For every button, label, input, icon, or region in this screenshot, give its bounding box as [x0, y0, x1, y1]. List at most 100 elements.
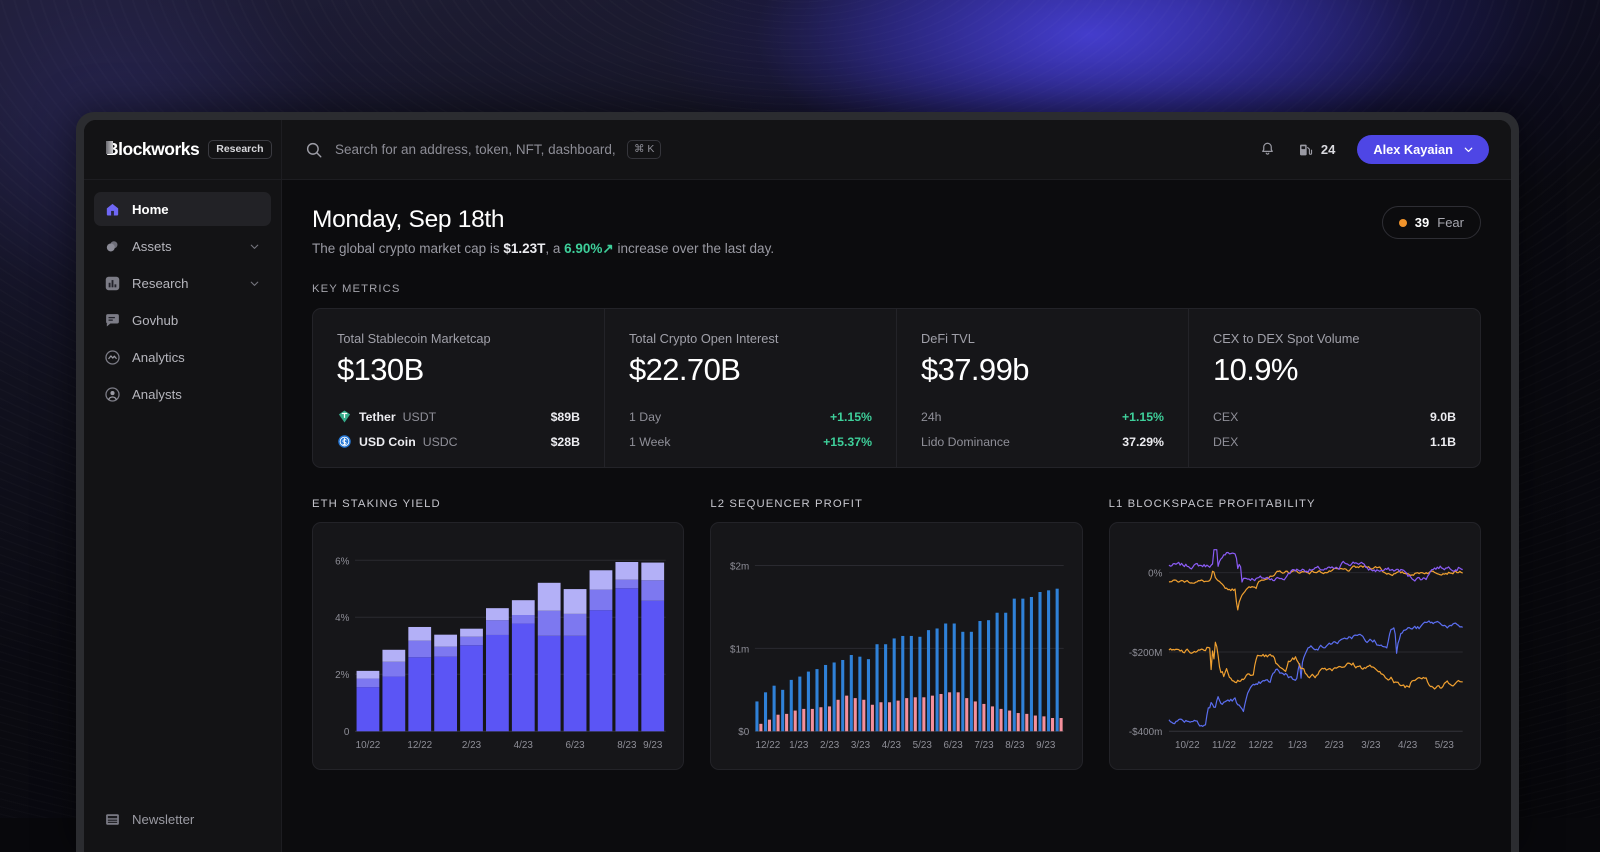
sidebar-item-analytics[interactable]: Analytics — [94, 340, 271, 374]
metric-row-value: 9.0B — [1430, 410, 1456, 424]
app-window: Blockworks Research ⌘ K 24 — [84, 120, 1511, 852]
svg-text:0%: 0% — [1148, 568, 1162, 579]
metric-row-value: $28B — [551, 435, 580, 449]
svg-text:10/22: 10/22 — [1175, 740, 1200, 751]
page-subtitle: The global crypto market cap is $1.23T, … — [312, 241, 774, 257]
sidebar-item-newsletter[interactable]: Newsletter — [94, 802, 271, 836]
svg-text:6/23: 6/23 — [944, 740, 964, 751]
chart-block-l1-blockspace-profitability: L1 BLOCKSPACE PROFITABILITY 0%-$200M-$40… — [1109, 498, 1481, 770]
metric-row-value: +15.37% — [823, 435, 872, 449]
coins-icon — [104, 238, 121, 255]
svg-text:4/23: 4/23 — [1398, 740, 1418, 751]
svg-text:-$400m: -$400m — [1129, 727, 1162, 738]
bell-icon[interactable] — [1259, 141, 1276, 158]
svg-text:$0: $0 — [739, 727, 750, 738]
page-header-text: Monday, Sep 18th The global crypto marke… — [312, 206, 774, 257]
metric-total-crypto-open-interest: Total Crypto Open Interest $22.70B 1 Day… — [605, 309, 897, 467]
svg-text:$1m: $1m — [730, 644, 749, 655]
svg-text:4/23: 4/23 — [514, 740, 534, 751]
metric-row: USD Coin USDC $28B — [337, 429, 580, 454]
bar-chart-icon — [104, 275, 121, 292]
svg-text:2%: 2% — [335, 670, 349, 681]
svg-text:5/23: 5/23 — [1434, 740, 1454, 751]
coin-ticker: USDC — [423, 435, 458, 449]
fear-index-label: Fear — [1437, 215, 1464, 230]
sidebar-footer-label: Newsletter — [132, 812, 194, 827]
sidebar-item-research[interactable]: Research — [94, 266, 271, 300]
svg-text:2/23: 2/23 — [820, 740, 840, 751]
metric-row: CEX 9.0B — [1213, 404, 1456, 429]
search-zone[interactable]: ⌘ K — [282, 120, 1259, 179]
sidebar-item-govhub[interactable]: Govhub — [94, 303, 271, 337]
sidebar-item-home[interactable]: Home — [94, 192, 271, 226]
search-shortcut-hint: ⌘ K — [627, 140, 661, 159]
search-input[interactable] — [335, 142, 615, 157]
user-menu-button[interactable]: Alex Kayaian — [1357, 135, 1489, 164]
blockworks-logo[interactable]: Blockworks — [106, 139, 199, 160]
coin-name: USD Coin — [359, 435, 416, 449]
svg-text:12/22: 12/22 — [756, 740, 781, 751]
metric-row-label: 1 Day — [629, 410, 661, 424]
brand-zone[interactable]: Blockworks Research — [84, 120, 282, 179]
svg-text:0: 0 — [344, 727, 350, 738]
metric-rows: 1 Day +1.15% 1 Week +15.37% — [629, 404, 872, 454]
metric-title: CEX to DEX Spot Volume — [1213, 331, 1456, 346]
svg-text:5/23: 5/23 — [913, 740, 933, 751]
sidebar-item-label: Assets — [132, 239, 237, 254]
svg-text:4%: 4% — [335, 613, 349, 624]
sidebar-item-assets[interactable]: Assets — [94, 229, 271, 263]
metric-value: 10.9% — [1213, 352, 1456, 388]
metric-row-label: 24h — [921, 410, 942, 424]
metric-row-value: +1.15% — [830, 410, 872, 424]
chevron-down-icon — [1462, 143, 1475, 156]
top-bar: Blockworks Research ⌘ K 24 — [84, 120, 1511, 180]
svg-text:4/23: 4/23 — [882, 740, 902, 751]
search-icon — [305, 141, 323, 159]
page-header: Monday, Sep 18th The global crypto marke… — [312, 206, 1481, 257]
metric-row: Lido Dominance 37.29% — [921, 429, 1164, 454]
metric-rows: Tether USDT $89B — [337, 404, 580, 454]
app-window-frame: Blockworks Research ⌘ K 24 — [76, 112, 1519, 852]
usdc-icon — [337, 434, 352, 449]
svg-text:9/23: 9/23 — [1036, 740, 1056, 751]
chat-icon — [104, 312, 121, 329]
svg-text:1/23: 1/23 — [789, 740, 809, 751]
metric-row-label: CEX — [1213, 410, 1238, 424]
metric-total-stablecoin-marketcap: Total Stablecoin Marketcap $130B Tether — [313, 309, 605, 467]
svg-text:-$200M: -$200M — [1129, 648, 1162, 659]
chevron-down-icon — [248, 277, 261, 290]
metric-row: Tether USDT $89B — [337, 404, 580, 429]
sidebar-item-label: Govhub — [132, 313, 261, 328]
chart-title: L2 SEQUENCER PROFIT — [710, 498, 1082, 510]
svg-text:8/23: 8/23 — [1006, 740, 1026, 751]
user-name: Alex Kayaian — [1373, 142, 1453, 157]
sidebar-item-analysts[interactable]: Analysts — [94, 377, 271, 411]
metric-row: 24h +1.15% — [921, 404, 1164, 429]
subtitle-suffix: increase over the last day. — [614, 241, 774, 256]
research-chip[interactable]: Research — [208, 140, 271, 159]
fear-index-value: 39 — [1415, 215, 1429, 230]
svg-text:$2m: $2m — [730, 561, 749, 572]
key-metrics-label: KEY METRICS — [312, 283, 1481, 295]
market-cap-change: 6.90% — [564, 241, 602, 256]
svg-text:2/23: 2/23 — [462, 740, 482, 751]
svg-text:11/22: 11/22 — [1212, 740, 1236, 751]
svg-text:1/23: 1/23 — [1288, 740, 1308, 751]
svg-text:12/22: 12/22 — [407, 740, 432, 751]
metric-value: $37.99b — [921, 352, 1164, 388]
metric-row: 1 Day +1.15% — [629, 404, 872, 429]
subtitle-prefix: The global crypto market cap is — [312, 241, 503, 256]
gas-price-indicator[interactable]: 24 — [1298, 142, 1335, 158]
metric-title: Total Crypto Open Interest — [629, 331, 872, 346]
svg-text:8/23: 8/23 — [617, 740, 637, 751]
pulse-circle-icon — [104, 349, 121, 366]
fear-greed-index[interactable]: 39 Fear — [1382, 206, 1481, 239]
